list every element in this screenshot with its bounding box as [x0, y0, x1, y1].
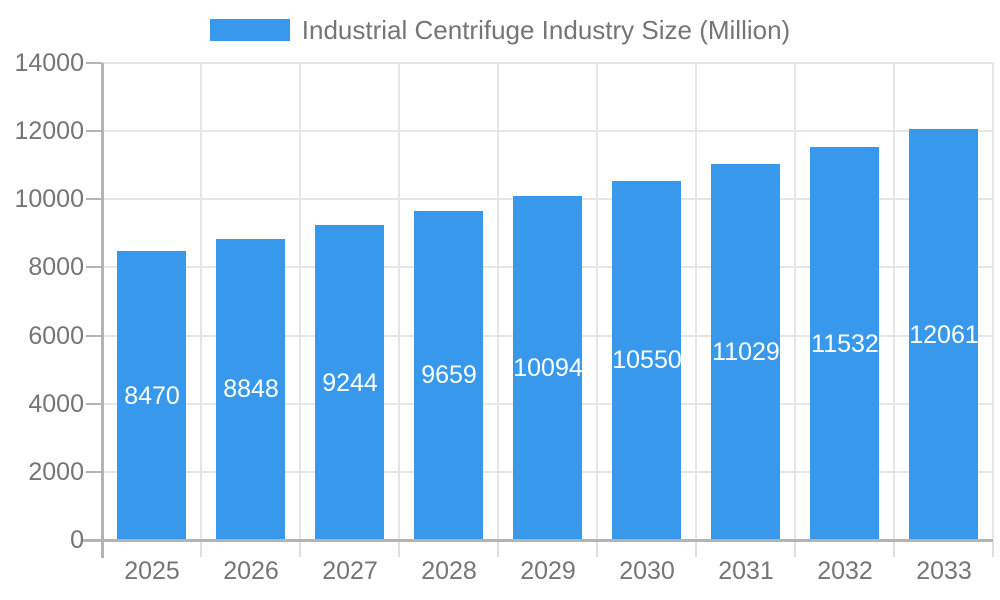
x-axis-label: 2030	[619, 557, 675, 585]
legend-swatch	[209, 19, 290, 41]
bar-2025[interactable]	[117, 251, 186, 540]
y-axis-label: 6000	[28, 321, 84, 350]
x-axis-tick	[596, 541, 598, 557]
bar-value-label: 8470	[124, 382, 180, 410]
x-axis-label: 2027	[322, 557, 378, 585]
x-axis-tick	[398, 541, 400, 557]
h-gridline	[102, 62, 993, 64]
y-axis-tick	[86, 198, 102, 201]
bar-2028[interactable]	[414, 210, 483, 540]
y-axis-label: 14000	[14, 49, 84, 77]
y-axis-tick	[86, 470, 102, 473]
bar-value-label: 10550	[612, 346, 682, 374]
x-axis-label: 2031	[718, 557, 774, 585]
y-axis-label: 2000	[28, 457, 84, 486]
y-axis-label: 0	[70, 526, 84, 554]
x-axis-label: 2025	[124, 557, 180, 585]
y-axis-label: 12000	[14, 117, 84, 146]
x-axis-tick	[299, 541, 301, 557]
bar-value-label: 9244	[322, 369, 378, 397]
bar-2030[interactable]	[612, 180, 681, 540]
x-axis-tick	[794, 541, 796, 557]
x-axis-tick	[992, 541, 994, 557]
bar-value-label: 11029	[712, 338, 780, 366]
y-axis-line	[101, 63, 104, 558]
v-gridline	[596, 63, 598, 540]
legend-label: Industrial Centrifuge Industry Size (Mil…	[301, 14, 791, 45]
v-gridline	[992, 63, 994, 540]
y-axis-label: 4000	[28, 389, 84, 418]
x-axis-label: 2032	[817, 557, 873, 585]
x-axis-tick	[893, 541, 895, 557]
x-axis-label: 2026	[223, 557, 279, 585]
y-axis-label: 8000	[28, 253, 84, 282]
bar-2026[interactable]	[216, 238, 285, 540]
bar-value-label: 10094	[513, 354, 583, 382]
y-axis-label: 10000	[14, 185, 84, 214]
bar-value-label: 9659	[421, 361, 477, 389]
v-gridline	[299, 63, 301, 540]
y-axis-tick	[86, 62, 102, 64]
v-gridline	[200, 63, 202, 540]
h-gridline	[102, 130, 993, 133]
y-axis-tick	[86, 402, 102, 405]
bar-2027[interactable]	[315, 225, 384, 540]
chart-legend[interactable]: Industrial Centrifuge Industry Size (Mil…	[0, 14, 1000, 46]
bar-value-label: 8848	[223, 375, 279, 403]
x-axis-tick	[695, 541, 697, 557]
bar-value-label: 11532	[811, 330, 879, 358]
bar-2031[interactable]	[711, 164, 780, 540]
x-axis-line	[83, 539, 993, 542]
bar-2029[interactable]	[513, 196, 582, 540]
x-axis-label: 2028	[421, 557, 477, 585]
x-axis-label: 2033	[916, 557, 972, 585]
y-axis-tick	[86, 266, 102, 269]
y-axis-tick	[86, 334, 102, 337]
v-gridline	[893, 63, 895, 540]
bar-2032[interactable]	[810, 147, 879, 540]
v-gridline	[794, 63, 796, 540]
x-axis-tick	[497, 541, 499, 557]
v-gridline	[398, 63, 400, 540]
v-gridline	[695, 63, 697, 540]
x-axis-tick	[200, 541, 202, 557]
v-gridline	[497, 63, 499, 540]
y-axis-tick	[86, 130, 102, 133]
bar-2033[interactable]	[909, 129, 978, 540]
bar-value-label: 12061	[909, 321, 979, 349]
x-axis-label: 2029	[520, 557, 576, 585]
